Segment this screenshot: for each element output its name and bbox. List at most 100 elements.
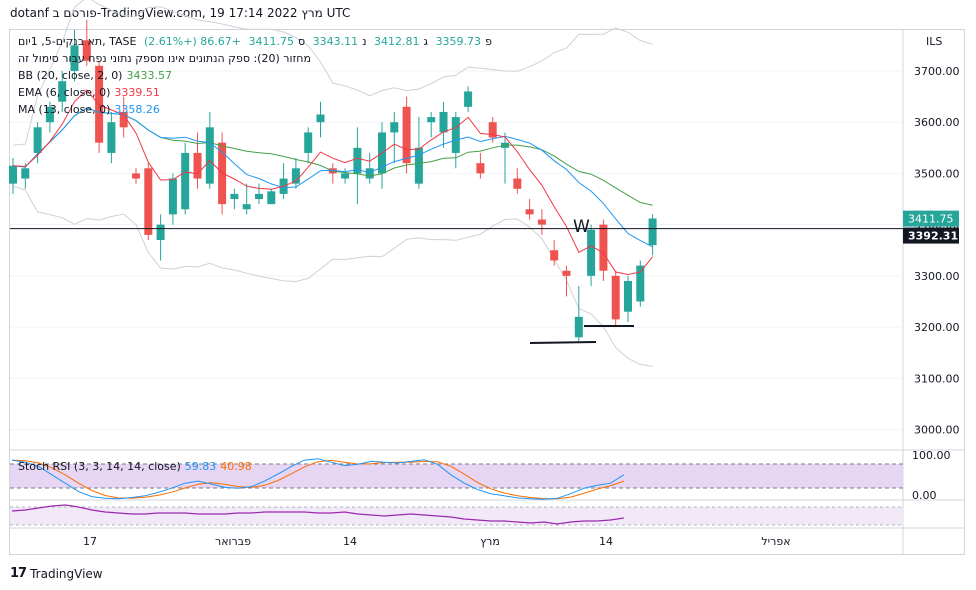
- moving-averages: [12, 89, 653, 276]
- candle-body: [242, 204, 251, 210]
- volume-legend: מחזור (20): ספק הנתונים אינו מספק נתוני …: [18, 52, 315, 65]
- price-tick-label: 3100.00: [914, 372, 960, 385]
- candle-body: [291, 168, 300, 184]
- candle-body: [624, 280, 632, 312]
- candle-body: [70, 45, 79, 71]
- line-price-text: 3392.31: [908, 230, 958, 243]
- candle-body: [156, 224, 165, 240]
- candle-body: [304, 132, 313, 153]
- high-value: 3412.81: [374, 35, 420, 48]
- candle-body: [316, 114, 325, 123]
- candle-body: [132, 173, 140, 179]
- candle-body: [427, 117, 436, 123]
- candle-body: [107, 122, 116, 153]
- candle-body: [341, 173, 350, 179]
- candle-body: [636, 265, 645, 302]
- oscillator-pane[interactable]: [10, 504, 903, 526]
- stoch-d-value: 40.98: [220, 460, 252, 473]
- candle-body: [414, 147, 423, 184]
- chart-frame[interactable]: [9, 29, 965, 555]
- candle-body: [255, 193, 263, 200]
- footer-brand: TradingView: [30, 566, 103, 581]
- stoch-tick-label: 0.00: [912, 489, 937, 502]
- candle-body: [513, 178, 522, 189]
- candle-body: [58, 81, 67, 102]
- bollinger-bands: [12, 0, 653, 367]
- bb-value: 3433.57: [126, 69, 172, 82]
- volume-text: מחזור (20): ספק הנתונים אינו מספק נתוני …: [18, 52, 311, 65]
- currency-label[interactable]: ILS: [926, 35, 943, 48]
- candle-body: [476, 163, 485, 174]
- candle-body: [574, 316, 583, 338]
- ma-label: MA (13, close, 0): [18, 103, 111, 116]
- tradingview-logo-icon: 17: [10, 566, 27, 581]
- candle-body: [119, 111, 128, 128]
- stoch-rsi-pane[interactable]: 100.00 0.00: [10, 449, 951, 502]
- ma-legend[interactable]: MA (13, close, 0) 3358.26: [18, 103, 164, 116]
- candle-body: [402, 106, 411, 164]
- candle-body: [193, 152, 202, 179]
- ma-value: 3358.26: [114, 103, 160, 116]
- ema-value: 3339.51: [114, 86, 160, 99]
- ma-line: [12, 107, 653, 248]
- time-tick-label: 14: [343, 535, 357, 548]
- ema-label: EMA (6, close, 0): [18, 86, 111, 99]
- stoch-k-line: [11, 458, 625, 500]
- stoch-label: Stoch RSI (3, 3, 14, 14, close): [18, 460, 181, 473]
- stoch-legend[interactable]: Stoch RSI (3, 3, 14, 14, close) 59.83 40.9…: [18, 460, 256, 473]
- candle-body: [488, 122, 497, 138]
- price-tick-label: 3200.00: [914, 321, 960, 334]
- candle-body: [82, 40, 91, 61]
- candle-body: [537, 219, 546, 225]
- price-tick-label: 3500.00: [914, 167, 960, 180]
- candle-body: [550, 250, 559, 261]
- stoch-d-line: [11, 459, 624, 500]
- candle-body: [599, 224, 608, 271]
- candle-body: [33, 127, 42, 153]
- last-price-badge: [903, 210, 959, 227]
- time-tick-label: מרץ: [480, 535, 500, 548]
- candle-body: [365, 168, 374, 179]
- candle-body: [439, 111, 448, 133]
- stoch-k-value: 59.83: [184, 460, 217, 473]
- w-pattern-label: W: [573, 217, 590, 237]
- drawing-annotations[interactable]: W: [10, 217, 903, 344]
- price-tick-label: 3000.00: [914, 424, 960, 437]
- ema-legend[interactable]: EMA (6, close, 0) 3339.51: [18, 86, 164, 99]
- close-value: 3411.75: [248, 35, 294, 48]
- bb-lower-line: [12, 185, 653, 367]
- symbol-name[interactable]: תא בנקים-5, 1יום, TASE: [18, 35, 137, 48]
- support-line-1: [529, 341, 597, 344]
- low-label: נ: [362, 35, 367, 48]
- candle-body: [205, 127, 214, 184]
- candle-body: [611, 275, 620, 320]
- time-axis[interactable]: 17 פברואר 14 מרץ 14 אפריל: [83, 535, 791, 548]
- time-tick-label: פברואר: [215, 535, 251, 548]
- low-value: 3343.11: [312, 35, 359, 48]
- stoch-band-fill: [10, 464, 903, 488]
- last-price-text: 3411.75: [908, 213, 954, 226]
- bb-upper-line: [12, 0, 653, 146]
- open-label: פ: [485, 35, 492, 48]
- candle-body: [587, 229, 596, 276]
- bb-legend[interactable]: BB (20, close, 2, 0) 3433.57: [18, 69, 176, 82]
- symbol-legend: תא בנקים-5, 1יום, TASE פ3359.73 ג3412.81…: [18, 35, 496, 48]
- osc-band-fill: [10, 507, 903, 525]
- high-label: ג: [423, 35, 429, 48]
- candle-body: [168, 178, 177, 215]
- candle-body: [464, 91, 473, 107]
- candle-body: [21, 168, 30, 179]
- bb-label: BB (20, close, 2, 0): [18, 69, 123, 82]
- candle-body: [648, 218, 657, 246]
- publish-header: dotanf פורסם ב-TradingView.com, 19 מרץ 2…: [10, 6, 351, 20]
- candle-body: [451, 117, 460, 153]
- line-price-badge: [903, 227, 959, 244]
- price-tick-label: 3300.00: [914, 270, 960, 283]
- ema-line: [12, 89, 653, 276]
- candle-body: [525, 209, 534, 215]
- open-value: 3359.73: [435, 35, 482, 48]
- stoch-tick-label: 100.00: [912, 449, 951, 462]
- price-axis[interactable]: 3700.003600.003500.003400.003300.003200.…: [903, 65, 960, 437]
- candle-body: [230, 193, 239, 200]
